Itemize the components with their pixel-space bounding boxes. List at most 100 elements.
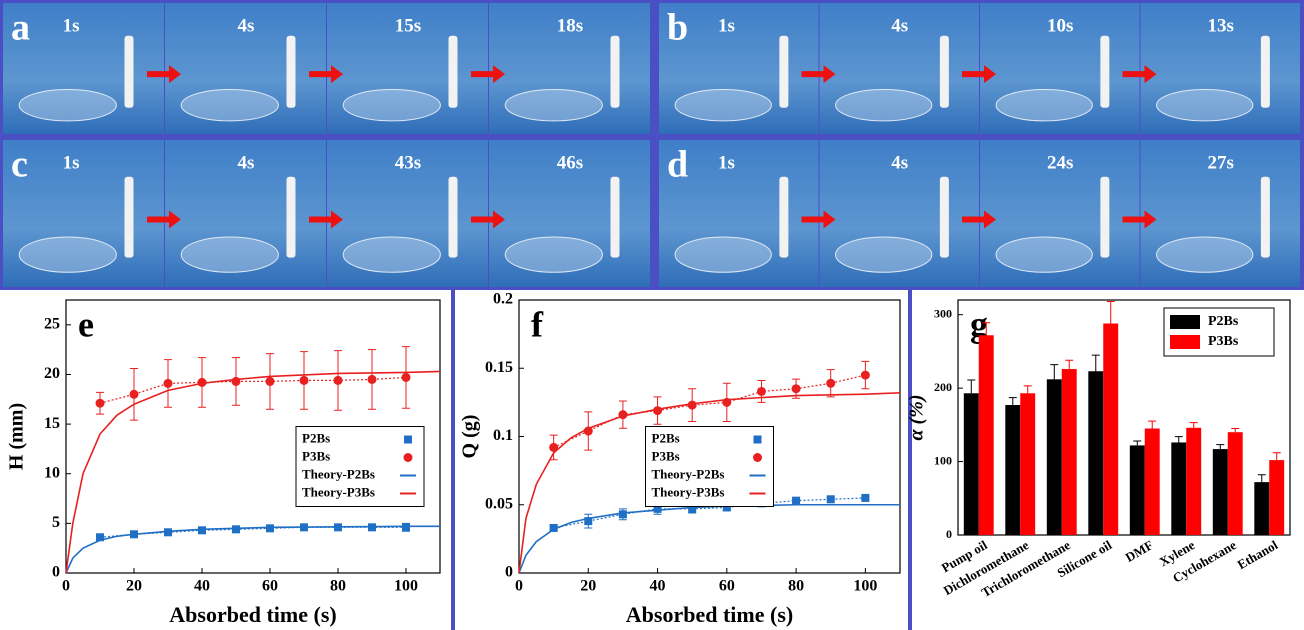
- time-label: 1s: [63, 152, 80, 173]
- x-tick-label: 20: [126, 578, 142, 595]
- bar: [1171, 442, 1186, 535]
- time-label: 1s: [718, 152, 735, 173]
- panel-label: b: [667, 7, 688, 49]
- fiber: [125, 177, 134, 258]
- fiber: [779, 36, 788, 108]
- legend-label: P3Bs: [1208, 334, 1239, 349]
- fiber: [611, 36, 620, 108]
- bar: [979, 335, 994, 535]
- fiber: [779, 177, 788, 258]
- dish: [675, 89, 771, 120]
- y-tick-label: 0.1: [493, 427, 513, 444]
- point: [826, 379, 835, 388]
- x-tick-label: 80: [330, 578, 346, 595]
- y-tick-label: 25: [44, 315, 60, 332]
- error-bar: [1092, 355, 1100, 371]
- time-label: 4s: [238, 152, 255, 173]
- time-label: 13s: [1208, 15, 1234, 36]
- dish: [836, 237, 932, 272]
- point: [402, 523, 410, 531]
- fiber: [1261, 177, 1270, 258]
- dish: [181, 89, 278, 120]
- x-axis-label: Absorbed time (s): [169, 602, 336, 627]
- bar: [1213, 449, 1228, 535]
- bar: [1254, 482, 1269, 535]
- panel-label: f: [531, 304, 544, 344]
- point: [792, 497, 800, 505]
- theory-line: [519, 505, 900, 573]
- fiber: [940, 36, 949, 108]
- dish: [996, 237, 1092, 272]
- time-label: 46s: [557, 152, 583, 173]
- dish: [1157, 89, 1253, 120]
- bar: [1103, 324, 1118, 536]
- legend-marker: [754, 436, 762, 444]
- time-label: 4s: [891, 15, 908, 36]
- bar: [1062, 369, 1077, 535]
- bar: [1130, 445, 1145, 535]
- fiber: [1100, 177, 1109, 258]
- dish: [1157, 237, 1253, 272]
- fiber: [1261, 36, 1270, 108]
- x-tick-label: 100: [853, 578, 877, 595]
- x-tick-label: 60: [719, 578, 735, 595]
- x-tick-label: 80: [788, 578, 804, 595]
- time-label: 24s: [1047, 152, 1073, 173]
- time-label: 1s: [718, 15, 735, 36]
- legend-swatch: [1170, 315, 1200, 329]
- y-tick-label: 10: [44, 464, 60, 481]
- x-tick-label: 60: [262, 578, 278, 595]
- point: [368, 375, 377, 384]
- fiber: [611, 177, 620, 258]
- time-label: 43s: [395, 152, 421, 173]
- x-tick-label: 0: [62, 578, 70, 595]
- y-tick-label: 0: [946, 527, 952, 541]
- point: [861, 371, 870, 380]
- dish: [505, 89, 602, 120]
- point: [164, 379, 173, 388]
- legend-label: P2Bs: [652, 430, 680, 445]
- legend-label: Theory-P2Bs: [302, 466, 375, 481]
- bar: [1088, 371, 1103, 535]
- y-tick-label: 0: [52, 564, 60, 581]
- y-axis-label: Q (g): [459, 415, 481, 459]
- bar: [1269, 460, 1284, 535]
- panel-label: e: [78, 304, 94, 344]
- fiber: [125, 36, 134, 108]
- error-bar: [1231, 429, 1239, 433]
- legend-marker: [404, 453, 413, 462]
- fiber: [287, 36, 296, 108]
- dish: [996, 89, 1092, 120]
- y-tick-label: 0: [505, 564, 513, 581]
- dish: [181, 237, 278, 272]
- fiber: [449, 177, 458, 258]
- error-bar: [1050, 365, 1058, 380]
- y-tick-label: 300: [934, 306, 952, 320]
- dish: [675, 237, 771, 272]
- error-bar: [1065, 360, 1073, 369]
- legend-marker: [404, 436, 412, 444]
- point: [232, 525, 240, 533]
- y-tick-label: 5: [52, 514, 60, 531]
- legend-label: P3Bs: [302, 448, 330, 463]
- dish: [343, 237, 440, 272]
- point: [130, 390, 139, 399]
- y-tick-label: 15: [44, 415, 60, 432]
- point: [619, 510, 627, 518]
- time-label: 4s: [238, 15, 255, 36]
- time-label: 10s: [1047, 15, 1073, 36]
- fiber: [287, 177, 296, 258]
- dish: [19, 89, 116, 120]
- point: [232, 377, 241, 386]
- time-label: 15s: [395, 15, 421, 36]
- point: [266, 377, 275, 386]
- dish: [505, 237, 602, 272]
- legend-label: Theory-P3Bs: [652, 484, 725, 499]
- fiber: [940, 177, 949, 258]
- y-tick-label: 100: [934, 453, 952, 467]
- y-tick-label: 0.05: [485, 495, 513, 512]
- error-bar: [1190, 423, 1198, 428]
- theory-line: [66, 526, 440, 573]
- x-tick-label: 0: [515, 578, 523, 595]
- time-label: 4s: [891, 152, 908, 173]
